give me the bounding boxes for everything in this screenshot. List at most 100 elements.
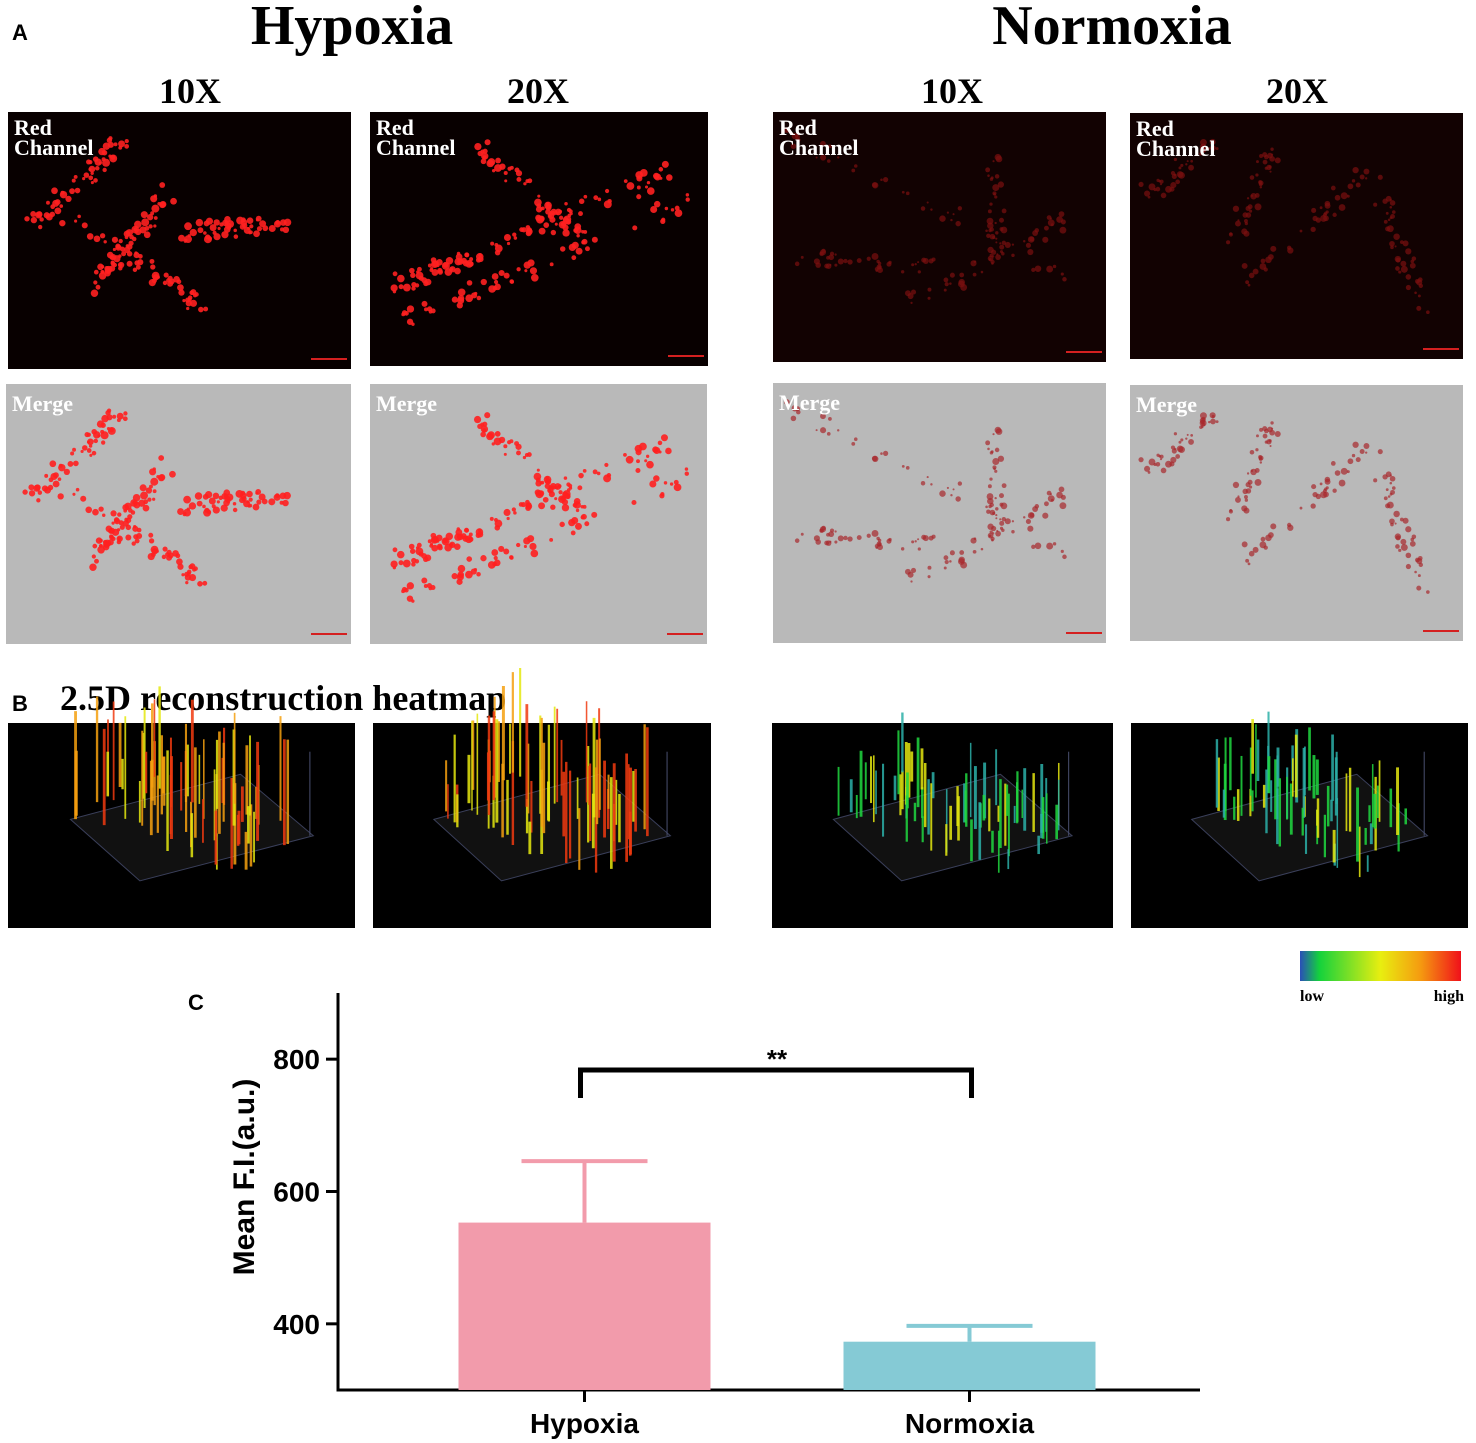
cell-signal bbox=[665, 447, 672, 455]
cell-signal bbox=[124, 143, 130, 149]
cell-signal bbox=[153, 224, 157, 228]
cell-signal bbox=[282, 499, 289, 507]
cell-signal bbox=[1052, 542, 1057, 546]
cell-signal bbox=[498, 545, 505, 552]
cell-signal bbox=[910, 289, 917, 295]
cell-signal bbox=[125, 229, 133, 237]
cell-signal bbox=[1211, 414, 1215, 418]
cell-signal bbox=[408, 543, 415, 550]
cell-signal bbox=[537, 194, 541, 198]
cell-signal bbox=[843, 258, 848, 264]
cell-signal bbox=[1417, 574, 1421, 578]
cell-signal bbox=[409, 548, 416, 554]
cell-signal bbox=[115, 244, 122, 251]
cell-signal bbox=[944, 282, 949, 287]
cell-signal bbox=[585, 246, 590, 252]
column-title: 20X bbox=[1266, 71, 1328, 111]
cell-signal bbox=[1259, 153, 1264, 158]
cell-signal bbox=[189, 299, 198, 307]
cell-signal bbox=[927, 296, 931, 300]
cell-signal bbox=[451, 573, 458, 580]
cell-signal bbox=[995, 507, 999, 511]
cell-signal bbox=[820, 154, 827, 161]
cell-signal bbox=[673, 479, 679, 485]
cell-signal bbox=[86, 233, 94, 240]
cell-signal bbox=[1046, 542, 1054, 550]
cell-signal bbox=[994, 174, 1000, 179]
cell-signal bbox=[1023, 516, 1026, 519]
cell-signal bbox=[911, 263, 915, 267]
cell-signal bbox=[1062, 277, 1067, 282]
cell-signal bbox=[1158, 455, 1161, 458]
micrograph bbox=[370, 112, 708, 366]
cell-signal bbox=[1235, 220, 1241, 227]
cell-signal bbox=[549, 262, 554, 267]
image-label: Red Channel bbox=[779, 115, 859, 160]
cell-signal bbox=[1389, 198, 1392, 201]
cell-signal bbox=[118, 254, 122, 258]
cell-signal bbox=[1031, 267, 1036, 273]
cell-signal bbox=[1023, 240, 1026, 243]
cell-signal bbox=[196, 500, 203, 507]
cell-signal bbox=[1270, 147, 1274, 151]
cell-signal bbox=[178, 234, 185, 242]
cell-signal bbox=[526, 227, 533, 233]
cell-signal bbox=[866, 256, 871, 261]
cell-signal bbox=[995, 514, 998, 517]
cell-signal bbox=[921, 534, 927, 540]
cell-signal bbox=[93, 235, 101, 243]
cell-signal bbox=[1235, 496, 1241, 503]
cell-signal bbox=[910, 580, 913, 583]
cell-signal bbox=[900, 270, 905, 274]
cell-signal bbox=[550, 229, 557, 236]
cell-signal bbox=[1242, 212, 1248, 218]
cell-signal bbox=[986, 493, 994, 500]
cell-signal bbox=[523, 261, 531, 269]
cell-signal bbox=[1392, 210, 1396, 214]
cell-signal bbox=[1365, 177, 1368, 180]
cell-signal bbox=[834, 263, 838, 267]
cell-signal bbox=[660, 434, 668, 442]
cell-signal bbox=[1395, 535, 1401, 541]
cell-signal bbox=[544, 201, 552, 210]
cell-signal bbox=[626, 182, 635, 190]
y-tick-label: 600 bbox=[273, 1177, 320, 1208]
cell-signal bbox=[427, 539, 432, 544]
cell-signal bbox=[1414, 570, 1417, 574]
cell-signal bbox=[233, 234, 239, 239]
cell-signal bbox=[106, 408, 112, 413]
cell-signal bbox=[1359, 174, 1365, 180]
cell-signal bbox=[1050, 498, 1054, 502]
cell-signal bbox=[988, 228, 992, 233]
cell-signal bbox=[657, 440, 663, 446]
cell-signal bbox=[503, 444, 508, 449]
cell-signal bbox=[1416, 305, 1422, 311]
cell-signal bbox=[1215, 420, 1219, 424]
image-label: Red Channel bbox=[1136, 116, 1216, 161]
micrograph bbox=[773, 383, 1106, 643]
cell-signal bbox=[988, 534, 992, 538]
cell-signal bbox=[536, 468, 540, 472]
cell-signal bbox=[102, 142, 111, 150]
cell-signal bbox=[44, 473, 49, 478]
cell-signal bbox=[476, 295, 482, 301]
cell-signal bbox=[503, 233, 511, 242]
cell-signal bbox=[36, 498, 41, 503]
cell-signal bbox=[1365, 451, 1368, 454]
cell-signal bbox=[992, 160, 995, 163]
significance-label: ** bbox=[767, 1044, 788, 1074]
image-label: Merge bbox=[1136, 392, 1198, 417]
cell-signal bbox=[118, 238, 123, 244]
cell-signal bbox=[645, 454, 650, 458]
cell-signal bbox=[493, 279, 499, 285]
cell-signal bbox=[888, 260, 892, 265]
cell-signal bbox=[392, 271, 398, 277]
cell-signal bbox=[506, 241, 511, 246]
cell-signal bbox=[995, 530, 1001, 537]
cell-signal bbox=[543, 475, 552, 484]
cell-signal bbox=[202, 580, 208, 586]
cell-signal bbox=[140, 491, 148, 500]
cell-signal bbox=[126, 260, 133, 267]
cell-signal bbox=[136, 532, 143, 540]
cell-signal bbox=[1246, 197, 1250, 200]
